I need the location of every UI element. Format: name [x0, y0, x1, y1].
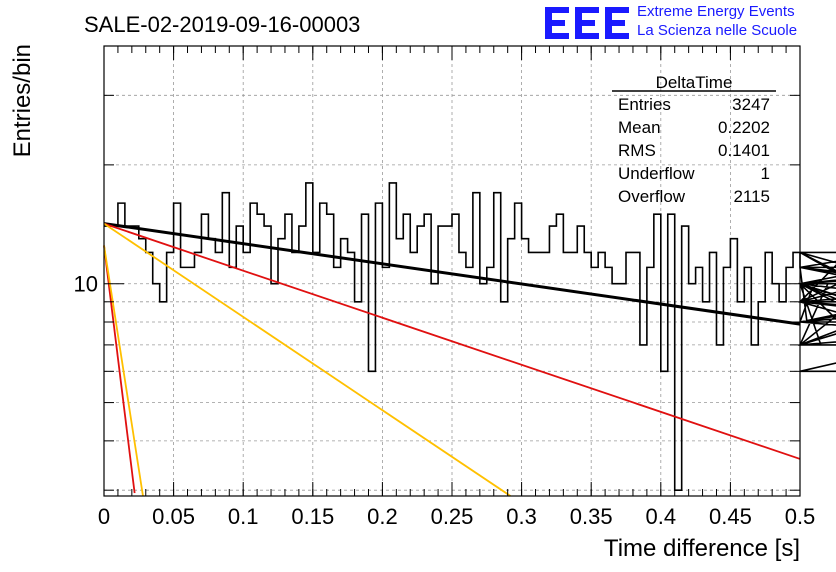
- fit-component-line: [103, 222, 801, 460]
- x-tick-label: 0.5: [785, 504, 816, 529]
- fit-curves: [103, 222, 801, 497]
- x-tick-label: 0.45: [709, 504, 752, 529]
- x-tick-label: 0.25: [431, 504, 474, 529]
- x-tick-label: 0.4: [646, 504, 677, 529]
- axes: 0 0.05 0.1 0.15 0.2 0.25 0.3 0.35 0.4 0.45 0.5 10: [74, 45, 816, 529]
- x-tick-label: 0.1: [228, 504, 259, 529]
- histogram-outline: [104, 182, 836, 491]
- stats-row-value: 2115: [733, 187, 770, 206]
- logo-line-1: Extreme Energy Events: [637, 3, 795, 20]
- fit-line: [103, 222, 801, 326]
- stats-box: DeltaTime Entries 3247 Mean 0.2202 RMS 0.1401…: [612, 73, 776, 206]
- stats-row-value: 0.2202: [718, 118, 770, 137]
- stats-row-label: Mean: [618, 118, 661, 137]
- histogram: [104, 182, 836, 491]
- y-tick-label: 10: [74, 272, 98, 297]
- stats-row-label: Overflow: [618, 187, 686, 206]
- stats-row-value: 3247: [732, 95, 770, 114]
- stats-row-value: 1: [761, 164, 770, 183]
- fit-component-line: [103, 245, 136, 494]
- x-tick-label: 0.15: [291, 504, 334, 529]
- y-axis-label: Entries/bin: [9, 44, 36, 157]
- stats-rows: Entries 3247 Mean 0.2202 RMS 0.1401 Underflow 1…: [618, 95, 770, 206]
- x-tick-label: 0.35: [570, 504, 613, 529]
- x-tick-label: 0.05: [152, 504, 195, 529]
- logo-line-2: La Scienza nelle Scuole: [637, 22, 798, 39]
- x-tick-label: 0.3: [506, 504, 537, 529]
- x-tick-label: 0.2: [367, 504, 398, 529]
- stats-row-label: Entries: [618, 95, 671, 114]
- eee-logo-icon: [545, 7, 629, 39]
- x-axis-label: Time difference [s]: [604, 535, 800, 562]
- stats-row-label: RMS: [618, 141, 656, 160]
- logo-text: Extreme Energy Events La Scienza nelle S…: [637, 2, 797, 40]
- stats-row-label: Underflow: [618, 164, 695, 183]
- fit-component-line: [103, 245, 144, 497]
- chart-title: SALE-02-2019-09-16-00003: [84, 12, 360, 37]
- x-tick-label: 0: [98, 504, 110, 529]
- stats-row-value: 0.1401: [718, 141, 770, 160]
- stats-title: DeltaTime: [656, 73, 733, 92]
- fit-component-line: [103, 222, 511, 497]
